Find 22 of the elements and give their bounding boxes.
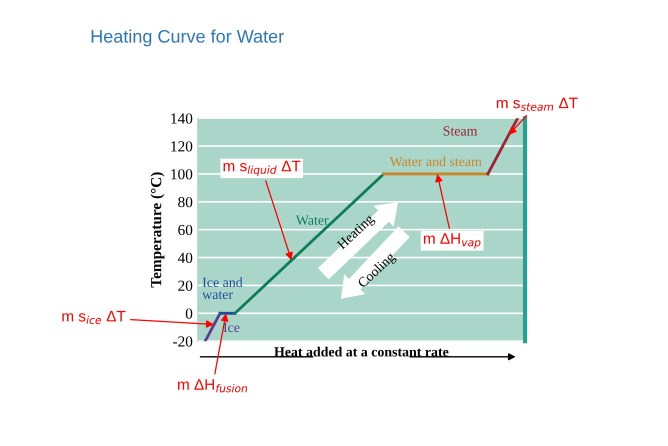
x-axis-title: Heat added at a constant rate bbox=[274, 346, 448, 357]
text: m s$_{ice}$ ΔT bbox=[62, 310, 126, 324]
y-tick-label: 140 bbox=[171, 113, 192, 124]
y-tick-label: -20 bbox=[173, 336, 192, 347]
series-label: Ice bbox=[224, 322, 240, 332]
series-label: Water and steam bbox=[390, 156, 482, 166]
y-tick-label: 120 bbox=[171, 141, 192, 152]
series-label: Water bbox=[296, 216, 329, 225]
series-label: Ice and water bbox=[202, 277, 242, 300]
y-axis-title: Temperature (°C) bbox=[150, 172, 164, 288]
y-tick-label: 20 bbox=[178, 280, 192, 291]
text: m s$_{steam}$ ΔT bbox=[496, 98, 578, 111]
y-tick-label: 80 bbox=[178, 196, 192, 208]
y-tick-label: 60 bbox=[178, 224, 192, 236]
annotation: m s$_{liquid}$ ΔT bbox=[224, 160, 300, 176]
y-tick-label: 100 bbox=[171, 169, 192, 180]
series-label: Steam bbox=[444, 126, 478, 136]
chart-title: Heating Curve for Water bbox=[92, 29, 284, 46]
text: m ΔH$_{fusion}$ bbox=[178, 379, 248, 392]
y-tick-label: 0 bbox=[186, 308, 192, 319]
annotation: m ΔH$_{vap}$ bbox=[424, 233, 480, 248]
y-tick-label: 40 bbox=[178, 252, 192, 264]
